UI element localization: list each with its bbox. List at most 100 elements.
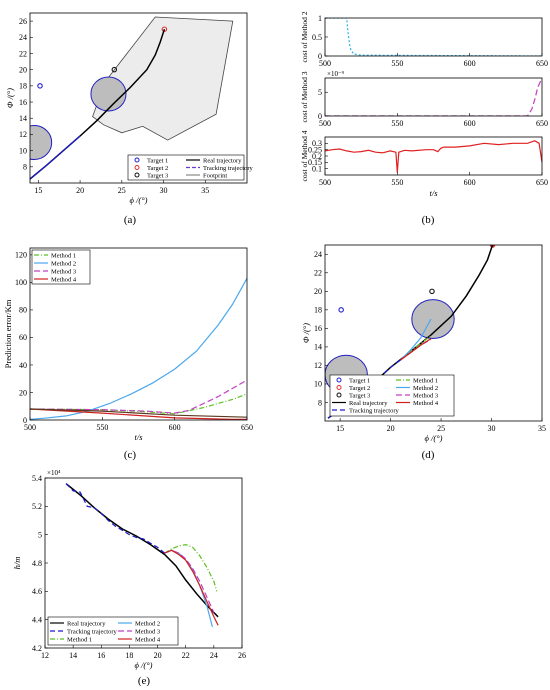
panel-c-y-tick-label: 80: [19, 306, 27, 315]
panel-e-y-tick-label: 5.4: [32, 474, 42, 483]
series-method-2: [400, 318, 432, 361]
panel-c-y-tick-label: 120: [15, 251, 27, 260]
panel-b2-x-tick-label: 500: [319, 119, 331, 128]
legend-left-1-label: Target 1: [349, 378, 370, 385]
panel-a-x-tick-label: 30: [160, 186, 168, 195]
panel-d-axes-frame: [324, 244, 543, 422]
panel-a-y-tick-label: 18: [19, 82, 27, 91]
panel-e-exponent: ×10⁴: [47, 469, 61, 477]
series-tracking-trajectory: [29, 135, 81, 180]
panel-d-x-tick-label: 30: [488, 424, 496, 433]
panel-d-y-tick-label: 14: [314, 343, 322, 352]
panel-b2-y-label: cost of Method 3: [300, 71, 309, 122]
panel-b1-y-label: cost of Method 2: [300, 11, 309, 62]
caption-c: (c): [124, 449, 137, 461]
panel-a-y-tick-label: 20: [19, 65, 27, 74]
panel-c-x-tick-label: 500: [24, 423, 36, 432]
legend-left-4-label: Real trajectory: [349, 400, 388, 407]
legend-2-swatch: [134, 165, 140, 170]
panel-b3-y-tick-label: 0.3: [312, 139, 322, 148]
panel-d-y-tick-label: 16: [314, 324, 322, 333]
panel-d-y-tick-label: 22: [314, 269, 322, 278]
panel-c-y-label: Prediction error/Km: [3, 299, 13, 368]
legend-method-1-label: Method 1: [51, 253, 76, 260]
panel-b1-x-tick-label: 650: [536, 59, 548, 68]
panel-b1-y-tick-label: 0: [318, 52, 322, 61]
panel-b3-y-tick-label: 0.2: [312, 152, 322, 161]
caption-d: (d): [422, 449, 435, 461]
panel-b1-y-tick-label: 1: [318, 14, 322, 23]
panel-b2-x-tick-label: 550: [391, 119, 403, 128]
panel-b1-x-tick-label: 500: [319, 59, 331, 68]
legend-left-1-swatch: [336, 377, 342, 383]
panel-a-x-label: ϕ /(°): [130, 195, 148, 205]
plot-area: [30, 16, 234, 161]
panel-e-y-label: h/m: [12, 557, 22, 570]
panel-d-y-label: Φ /(°): [301, 323, 311, 343]
panel-b1-x-tick-label: 550: [391, 59, 403, 68]
legend-2-label: Target 2: [147, 165, 168, 172]
panel-d-legend-box: [329, 374, 455, 417]
panel-b3-series: [325, 140, 542, 173]
panel-d-y-tick-label: 24: [314, 250, 322, 259]
panel-a-x-tick-label: 15: [34, 186, 42, 195]
panel-b3-x-tick-label: 650: [536, 178, 548, 187]
panel-a-x-tick-label: 25: [118, 186, 126, 195]
panel-b2-y-tick-label: 5: [318, 88, 322, 97]
caption-a: (a): [124, 214, 137, 226]
panel-b1-axes-frame: [324, 17, 543, 57]
panel-c-x-label: t/s: [134, 432, 143, 442]
legend-left-1-label: Real trajectory: [67, 621, 106, 628]
panel-e-x-tick-label: 26: [238, 651, 246, 660]
panel-e-x-tick-label: 12: [41, 651, 49, 660]
series-method-4: [29, 408, 247, 420]
panel-c-legend-box: [31, 249, 91, 285]
panel-e-y-tick-label: 5.2: [32, 502, 42, 511]
legend-method-2-label: Method 2: [51, 261, 76, 268]
panel-a-x-tick-label: 35: [201, 186, 209, 195]
legend-1-label: Target 1: [147, 158, 168, 165]
panel-c-y-tick-label: 100: [15, 278, 27, 287]
legend-method-4-label: Method 4: [51, 277, 77, 284]
panel-b2-y-tick-label: 0: [318, 112, 322, 121]
legend-right-1-label: Method 2: [135, 621, 160, 628]
panel-c-x-tick-label: 600: [169, 423, 181, 432]
panel-b3-x-tick-label: 550: [391, 178, 403, 187]
legend-right-2-label: Method 2: [413, 385, 438, 392]
panel-d-x-tick-label: 35: [538, 424, 546, 433]
panel-b2-x-tick-label: 650: [536, 119, 548, 128]
series-method-3: [29, 379, 248, 414]
legend-right-3-label: Method 4: [135, 637, 161, 644]
panel-a-y-tick-label: 26: [19, 17, 27, 26]
panel-b3-y-tick-label: 0.1: [312, 164, 322, 173]
obstacle-circle: [90, 76, 127, 112]
target-marker: [429, 288, 435, 295]
panel-d-x-label: ϕ /(°): [425, 433, 443, 443]
panel-b2-series: [325, 78, 542, 116]
caption-b: (b): [422, 214, 435, 226]
panel-a-y-tick-label: 24: [19, 33, 27, 42]
panel-e-x-label: ϕ /(°): [135, 660, 153, 670]
panel-c-y-tick-label: 20: [19, 388, 27, 397]
plot-area: [325, 78, 542, 116]
panel-e-x-tick-label: 18: [125, 651, 133, 660]
panel-d-y-tick-label: 8: [318, 398, 322, 407]
panel-a-y-tick-label: 8: [23, 163, 27, 172]
series-tracking-trajectory: [65, 483, 165, 554]
legend-left-3-label: Target 3: [349, 393, 370, 400]
panel-e-y-tick-label: 4.2: [32, 644, 42, 653]
legend-left-3-swatch: [336, 392, 342, 398]
legend-right-2-label: Method 3: [135, 629, 160, 636]
series-brown-reference: [29, 408, 248, 418]
panel-a-y-tick-label: 10: [19, 146, 27, 155]
panel-d-x-tick-label: 25: [437, 424, 445, 433]
panel-a-y-tick-label: 12: [19, 130, 27, 139]
panel-b3-x-tick-label: 500: [319, 178, 331, 187]
panel-b3-y-tick-label: 0.15: [308, 158, 322, 167]
panel-b1-y-tick-label: 0.5: [312, 33, 322, 42]
series-method-1: [164, 543, 218, 592]
panel-b3-x-tick-label: 600: [464, 178, 476, 187]
